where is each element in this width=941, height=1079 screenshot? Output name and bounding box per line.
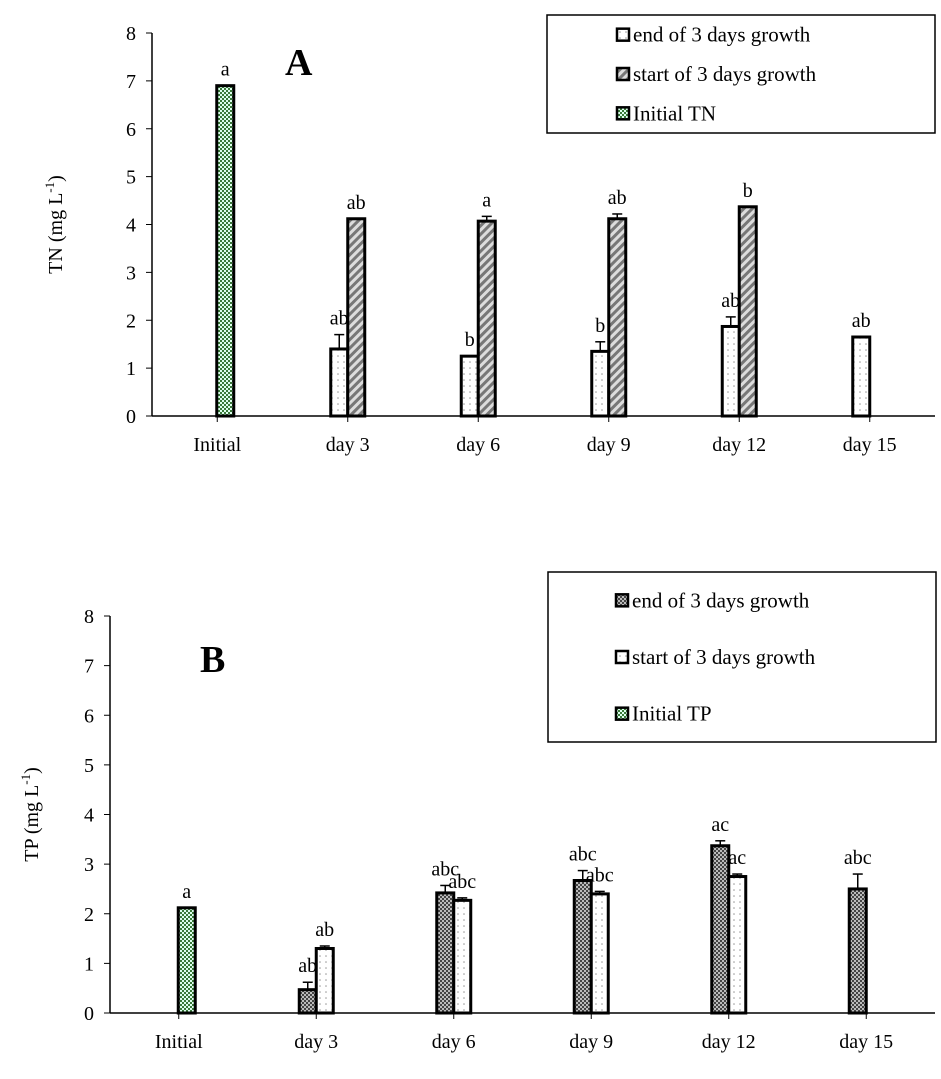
significance-label: ac bbox=[711, 814, 729, 836]
significance-label: abc bbox=[569, 844, 597, 866]
bar bbox=[476, 219, 497, 418]
bar bbox=[435, 891, 456, 1015]
x-tick-label: day 6 bbox=[456, 434, 500, 456]
significance-label: b bbox=[595, 315, 605, 337]
bar bbox=[589, 892, 610, 1015]
y-axis-label-part: TN (mg L bbox=[45, 193, 67, 274]
y-tick-label: 3 bbox=[126, 262, 136, 284]
x-tick-label: Initial bbox=[155, 1031, 203, 1053]
y-tick-label: 1 bbox=[84, 953, 94, 975]
x-tick-label: Initial bbox=[193, 434, 241, 456]
significance-label: ab bbox=[721, 290, 740, 312]
y-axis-label-part: -1 bbox=[42, 182, 57, 193]
y-axis-label: TN (mg L-1) bbox=[42, 175, 67, 274]
legend-swatch bbox=[615, 106, 631, 121]
y-axis-label: TP (mg L-1) bbox=[18, 767, 43, 862]
y-axis-label-part: -1 bbox=[18, 774, 33, 785]
bar bbox=[727, 875, 748, 1015]
y-tick-label: 0 bbox=[126, 406, 136, 428]
panel-label-b: B bbox=[200, 639, 225, 681]
y-tick-label: 4 bbox=[84, 805, 94, 827]
significance-label: ab bbox=[315, 919, 334, 941]
bar bbox=[851, 335, 872, 418]
significance-label: ab bbox=[608, 187, 627, 209]
bar bbox=[720, 324, 741, 418]
significance-label: ab bbox=[298, 955, 317, 977]
significance-label: abc bbox=[431, 858, 459, 880]
bar bbox=[459, 354, 480, 418]
legend-label: start of 3 days growth bbox=[632, 645, 816, 669]
y-tick-label: 7 bbox=[84, 656, 94, 678]
legend-label: Initial TN bbox=[633, 101, 716, 125]
x-tick-label: day 3 bbox=[294, 1031, 338, 1053]
legend-label: start of 3 days growth bbox=[633, 62, 817, 86]
x-tick-label: day 6 bbox=[432, 1031, 476, 1053]
y-axis-label-part: ) bbox=[21, 767, 43, 774]
y-tick-label: 5 bbox=[84, 755, 94, 777]
y-tick-label: 7 bbox=[126, 71, 136, 93]
significance-label: ab bbox=[852, 310, 871, 332]
legend-swatch bbox=[615, 66, 631, 82]
bar bbox=[329, 347, 350, 418]
bar bbox=[847, 887, 868, 1015]
significance-label: b bbox=[743, 180, 753, 202]
bar bbox=[710, 844, 731, 1015]
significance-label: b bbox=[465, 329, 475, 351]
significance-label: a bbox=[221, 59, 230, 81]
bar bbox=[297, 988, 318, 1015]
y-tick-label: 6 bbox=[126, 119, 136, 141]
y-axis-label-part: TP (mg L bbox=[21, 785, 43, 862]
x-tick-label: day 15 bbox=[839, 1031, 893, 1053]
legend-label: end of 3 days growth bbox=[632, 588, 810, 612]
x-tick-label: day 15 bbox=[843, 434, 897, 456]
bar bbox=[590, 349, 611, 418]
bar bbox=[607, 217, 628, 418]
legend-label: Initial TP bbox=[632, 702, 712, 726]
x-tick-label: day 9 bbox=[587, 434, 631, 456]
bar bbox=[452, 898, 473, 1015]
legend-swatch bbox=[615, 27, 631, 42]
legend-swatch bbox=[614, 706, 630, 721]
x-tick-label: day 9 bbox=[569, 1031, 613, 1053]
legend-box bbox=[546, 14, 936, 134]
legend-swatch bbox=[614, 649, 630, 665]
bar bbox=[314, 946, 335, 1015]
y-tick-label: 8 bbox=[126, 23, 136, 45]
significance-label: ac bbox=[728, 847, 746, 869]
legend-swatch bbox=[614, 593, 630, 608]
bar bbox=[346, 217, 367, 418]
y-tick-label: 5 bbox=[126, 167, 136, 189]
bar bbox=[176, 906, 197, 1015]
significance-label: ab bbox=[330, 308, 349, 330]
y-tick-label: 3 bbox=[84, 854, 94, 876]
significance-label: abc bbox=[586, 864, 614, 886]
significance-label: ab bbox=[347, 192, 366, 214]
y-tick-label: 8 bbox=[84, 606, 94, 628]
x-tick-label: day 12 bbox=[702, 1031, 756, 1053]
y-axis-label-part: ) bbox=[45, 175, 67, 182]
significance-label: a bbox=[182, 881, 191, 903]
y-tick-label: 2 bbox=[126, 310, 136, 332]
significance-label: abc bbox=[844, 847, 872, 869]
bar bbox=[215, 84, 236, 418]
x-tick-label: day 3 bbox=[326, 434, 370, 456]
x-tick-label: day 12 bbox=[712, 434, 766, 456]
y-tick-label: 4 bbox=[126, 215, 136, 237]
y-tick-label: 1 bbox=[126, 358, 136, 380]
y-tick-label: 2 bbox=[84, 904, 94, 926]
significance-label: abc bbox=[448, 871, 476, 893]
legend-label: end of 3 days growth bbox=[633, 23, 811, 47]
bar bbox=[572, 879, 593, 1015]
bar bbox=[737, 205, 758, 418]
y-tick-label: 0 bbox=[84, 1003, 94, 1025]
y-tick-label: 6 bbox=[84, 705, 94, 727]
significance-label: a bbox=[482, 189, 491, 211]
legend-box bbox=[547, 571, 937, 743]
panel-label-a: A bbox=[285, 42, 313, 84]
